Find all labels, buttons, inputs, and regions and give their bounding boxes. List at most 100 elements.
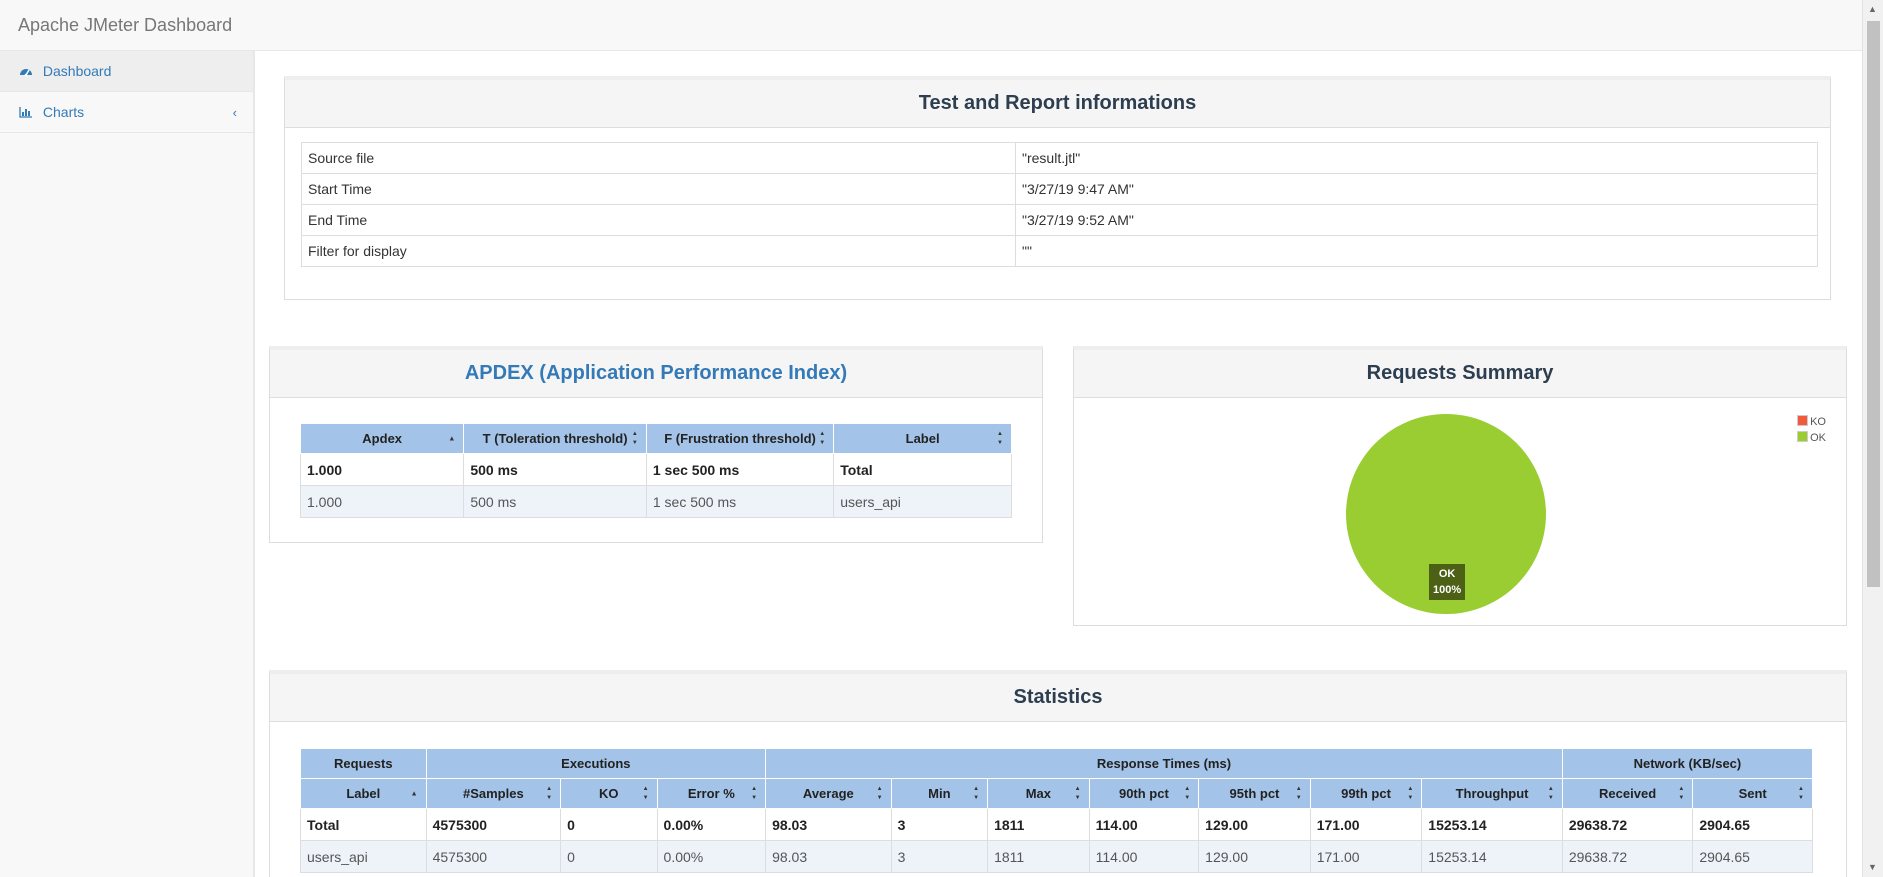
table-cell: 129.00 bbox=[1198, 840, 1311, 873]
legend-label: KO bbox=[1810, 416, 1826, 428]
column-header[interactable]: Apdex ▲ bbox=[299, 423, 465, 454]
sort-icon[interactable]: ▲ ▼ bbox=[546, 785, 553, 801]
table-cell: 98.03 bbox=[765, 840, 892, 873]
info-row: Start Time "3/27/19 9:47 AM" bbox=[301, 173, 1818, 205]
legend-item-ko[interactable]: KO bbox=[1797, 414, 1826, 430]
legend-swatch-ok bbox=[1797, 431, 1809, 442]
column-header[interactable]: Min ▲ ▼ bbox=[890, 778, 989, 809]
table-cell: 500 ms bbox=[463, 453, 647, 486]
column-header[interactable]: #Samples ▲ ▼ bbox=[425, 778, 562, 809]
info-value: "3/27/19 9:52 AM" bbox=[1015, 204, 1818, 236]
sort-icon[interactable]: ▲ ▼ bbox=[1547, 785, 1554, 801]
table-cell: 171.00 bbox=[1309, 840, 1423, 873]
table-cell: Total bbox=[300, 808, 427, 841]
column-header-label: 95th pct bbox=[1229, 786, 1280, 801]
table-cell: 0 bbox=[560, 840, 658, 873]
column-header-label: F (Frustration threshold) bbox=[664, 431, 816, 446]
sort-icon[interactable]: ▲ ▼ bbox=[1678, 785, 1685, 801]
sort-icon[interactable]: ▲ ▼ bbox=[642, 785, 649, 801]
table-cell: 3 bbox=[890, 808, 989, 841]
group-header-network: Network (KB/sec) bbox=[1561, 748, 1814, 779]
table-cell: 4575300 bbox=[425, 808, 562, 841]
info-row: Source file "result.jtl" bbox=[301, 142, 1818, 174]
column-header[interactable]: Sent ▲ ▼ bbox=[1692, 778, 1813, 809]
info-key: Filter for display bbox=[301, 235, 1016, 267]
column-header[interactable]: 90th pct ▲ ▼ bbox=[1088, 778, 1200, 809]
table-cell: 0 bbox=[560, 808, 658, 841]
table-cell: 114.00 bbox=[1088, 840, 1200, 873]
table-row: 1.000 500 ms 1 sec 500 ms Total bbox=[299, 453, 1012, 486]
table-cell: 29638.72 bbox=[1561, 808, 1694, 841]
table-cell: 1811 bbox=[987, 808, 1090, 841]
sort-icon[interactable]: ▲ ▼ bbox=[1074, 785, 1081, 801]
column-header[interactable]: Label ▲ bbox=[300, 778, 427, 809]
table-cell: 0.00% bbox=[656, 808, 767, 841]
column-header[interactable]: Error % ▲ ▼ bbox=[656, 778, 767, 809]
statistics-table: Requests Executions Response Times (ms) … bbox=[300, 748, 1814, 873]
dashboard-icon bbox=[19, 52, 35, 93]
table-cell: 29638.72 bbox=[1561, 840, 1694, 873]
sort-icon[interactable]: ▲ ▼ bbox=[819, 430, 826, 446]
sort-icon[interactable]: ▲ ▼ bbox=[973, 785, 980, 801]
scrollbar-thumb[interactable] bbox=[1867, 21, 1880, 587]
table-cell: 171.00 bbox=[1309, 808, 1423, 841]
column-header[interactable]: F (Frustration threshold) ▲ ▼ bbox=[645, 423, 835, 454]
column-header[interactable]: Label ▲ ▼ bbox=[833, 423, 1012, 454]
sort-icon[interactable]: ▲ ▼ bbox=[1798, 785, 1804, 801]
scroll-up-icon[interactable]: ▲ bbox=[1868, 4, 1877, 14]
info-key: Source file bbox=[301, 142, 1016, 174]
sort-icon[interactable]: ▲ ▼ bbox=[1407, 785, 1414, 801]
info-value: "result.jtl" bbox=[1015, 142, 1818, 174]
pie-legend: KO OK bbox=[1797, 414, 1826, 446]
app-title[interactable]: Apache JMeter Dashboard bbox=[18, 15, 233, 35]
info-value: "" bbox=[1015, 235, 1818, 267]
column-header[interactable]: Average ▲ ▼ bbox=[765, 778, 892, 809]
pie-slice-ok[interactable] bbox=[1346, 414, 1546, 614]
statistics-panel: Statistics Requests Executions Response … bbox=[269, 670, 1847, 877]
info-panel: Test and Report informations Source file… bbox=[284, 76, 1831, 300]
column-header-label: Average bbox=[802, 786, 854, 801]
table-cell: 15253.14 bbox=[1421, 808, 1563, 841]
table-cell: 114.00 bbox=[1088, 808, 1200, 841]
vertical-scrollbar[interactable]: ▲ ▼ bbox=[1862, 0, 1883, 877]
column-header[interactable]: Max ▲ ▼ bbox=[987, 778, 1090, 809]
column-header-label: 90th pct bbox=[1118, 786, 1169, 801]
requests-summary-panel: Requests Summary OK 100% KO OK bbox=[1073, 346, 1847, 626]
sort-icon[interactable]: ▲ ▼ bbox=[876, 785, 883, 801]
column-header[interactable]: 99th pct ▲ ▼ bbox=[1309, 778, 1423, 809]
sort-icon[interactable]: ▲ ▼ bbox=[1184, 785, 1191, 801]
legend-item-ok[interactable]: OK bbox=[1797, 430, 1826, 446]
table-cell: 15253.14 bbox=[1421, 840, 1563, 873]
sort-icon[interactable]: ▲ ▼ bbox=[997, 430, 1003, 446]
sort-asc-icon[interactable]: ▲ bbox=[410, 790, 418, 797]
sort-asc-icon[interactable]: ▲ bbox=[448, 435, 456, 442]
scroll-down-icon[interactable]: ▼ bbox=[1868, 862, 1877, 872]
column-header[interactable]: Throughput ▲ ▼ bbox=[1421, 778, 1563, 809]
main-content: Test and Report informations Source file… bbox=[254, 51, 1862, 877]
table-cell: 129.00 bbox=[1198, 808, 1311, 841]
sidebar-item-dashboard[interactable]: Dashboard bbox=[0, 51, 253, 92]
apdex-panel-title: APDEX (Application Performance Index) bbox=[270, 350, 1042, 398]
column-header-label: Label bbox=[346, 786, 381, 801]
column-header-label: Received bbox=[1599, 786, 1657, 801]
table-cell: 4575300 bbox=[425, 840, 562, 873]
table-cell: 1.000 bbox=[299, 485, 465, 518]
table-cell: 2904.65 bbox=[1692, 808, 1813, 841]
table-cell: 3 bbox=[890, 840, 989, 873]
top-navbar: Apache JMeter Dashboard bbox=[0, 0, 1862, 51]
column-header[interactable]: KO ▲ ▼ bbox=[560, 778, 658, 809]
column-header-label: T (Toleration threshold) bbox=[482, 431, 628, 446]
sort-icon[interactable]: ▲ ▼ bbox=[751, 785, 758, 801]
column-header[interactable]: 95th pct ▲ ▼ bbox=[1198, 778, 1311, 809]
sidebar-item-charts[interactable]: Charts ‹ bbox=[0, 92, 253, 133]
info-panel-title: Test and Report informations bbox=[285, 80, 1830, 128]
column-header[interactable]: T (Toleration threshold) ▲ ▼ bbox=[463, 423, 647, 454]
chevron-left-icon[interactable]: ‹ bbox=[232, 105, 237, 120]
info-row: End Time "3/27/19 9:52 AM" bbox=[301, 204, 1818, 236]
sort-icon[interactable]: ▲ ▼ bbox=[631, 430, 638, 446]
column-header[interactable]: Received ▲ ▼ bbox=[1561, 778, 1694, 809]
apdex-table: Apdex ▲ T (Toleration threshold) ▲ ▼ F (Frust… bbox=[299, 423, 1012, 518]
table-row: 1.000 500 ms 1 sec 500 ms users_api bbox=[299, 485, 1012, 518]
sort-icon[interactable]: ▲ ▼ bbox=[1295, 785, 1302, 801]
column-header-label: Min bbox=[928, 786, 951, 801]
